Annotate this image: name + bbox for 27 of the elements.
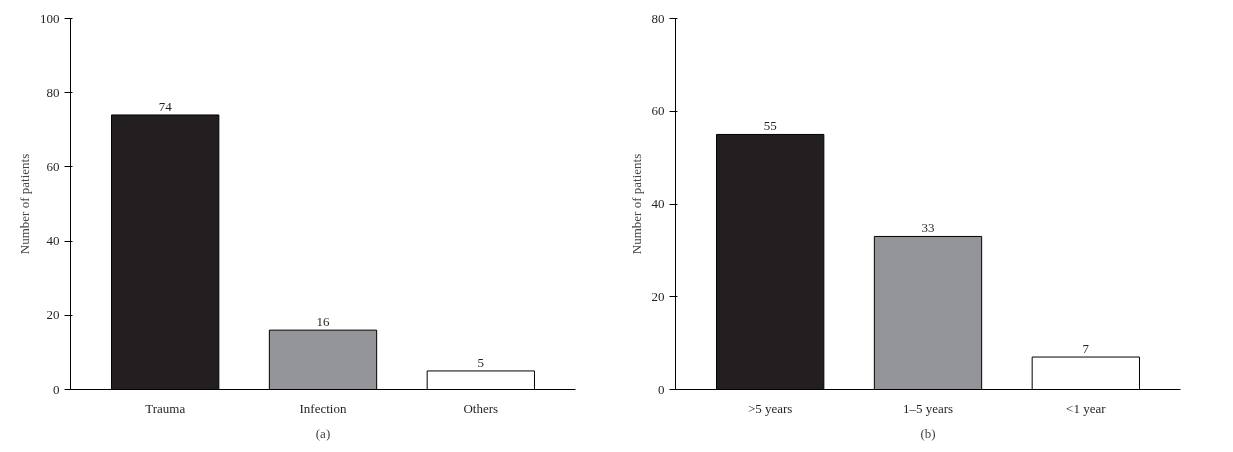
text: (a): [315, 425, 331, 441]
y-tick-label: 60: [651, 103, 665, 119]
data-label: 5: [477, 354, 485, 370]
y-tick-label: 0: [53, 381, 60, 397]
y-tick-label: 20: [46, 307, 60, 323]
y-tick-label: 80: [651, 10, 665, 26]
x-tick-label: Trauma: [145, 400, 186, 416]
x-tick-label: 1–5 years: [902, 400, 954, 416]
x-tick-label: <1 year: [1066, 400, 1107, 416]
y-tick-label: 0: [658, 381, 665, 397]
y-tick-label: 100: [40, 10, 60, 26]
x-tick-label: Infection: [299, 400, 347, 416]
y-axis-title: Number of patients: [628, 153, 644, 255]
x-tick-label: >5 years: [747, 400, 793, 416]
x-tick-label: Others: [463, 400, 499, 416]
data-label: 33: [921, 220, 935, 236]
text: (b): [920, 425, 936, 441]
data-label: 55: [763, 118, 777, 134]
y-tick-label: 40: [46, 233, 60, 249]
data-label: 74: [158, 98, 173, 114]
data-label: 16: [316, 314, 330, 330]
y-axis-title: Number of patients: [17, 153, 32, 255]
y-tick-label: 80: [46, 84, 60, 100]
y-tick-label: 20: [651, 288, 665, 304]
data-label: 7: [1082, 341, 1090, 357]
y-tick-label: 40: [651, 196, 665, 211]
y-tick-label: 60: [46, 158, 60, 174]
